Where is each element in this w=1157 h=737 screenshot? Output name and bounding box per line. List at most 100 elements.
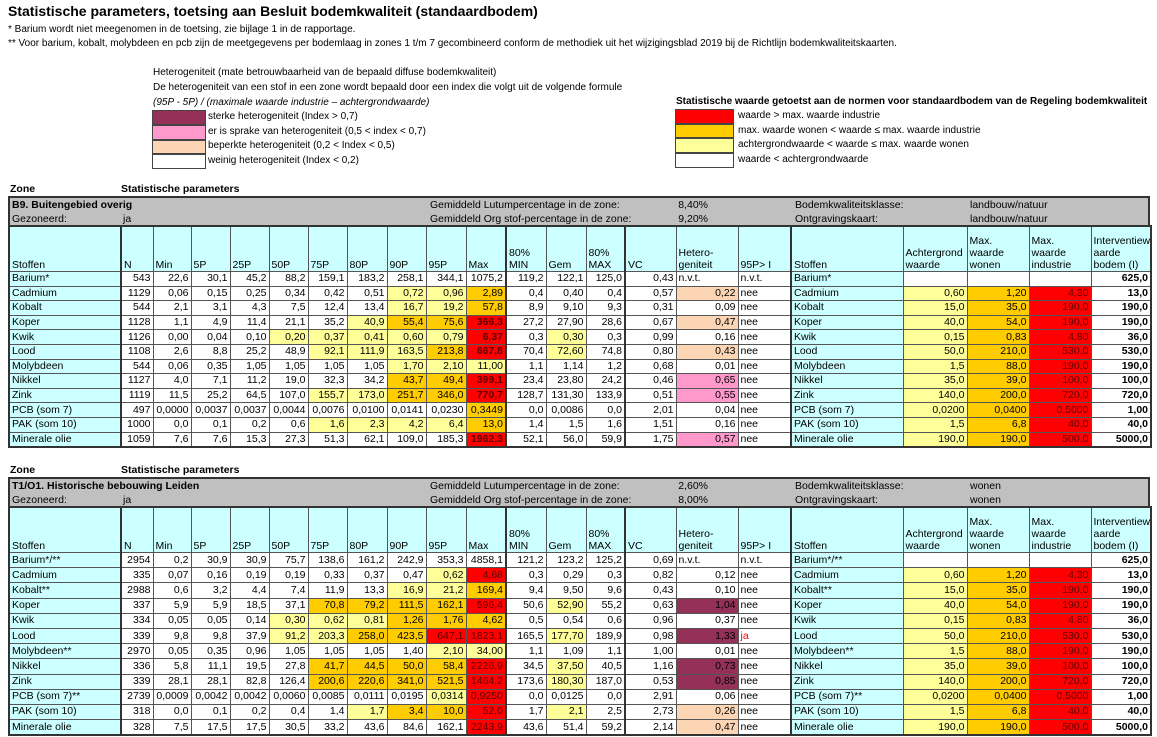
cell-80-max: 187,0 [585,673,626,690]
cell-gem: 1,5 [545,416,587,433]
cell-max-wonen: 88,0 [966,358,1030,375]
header-25p: 25P [229,506,270,553]
cell-heterogeniteit: 0,55 [675,387,739,404]
legend-label: max. waarde wonen < waarde ≤ max. waarde… [738,125,981,136]
cell-80-max: 0,3 [585,329,626,345]
cell-5p: 0,35 [190,643,231,660]
cell-min: 0,0000 [152,402,192,418]
footnote-combined: ** Voor barium, kobalt, molybdeen en pcb… [8,38,897,49]
cell-95p-gt-i: nee [737,387,792,404]
cell-75p: 51,3 [307,431,348,448]
cell-max-industrie: 190,0 [1028,300,1092,316]
cell-50p: 0,30 [268,612,309,629]
cell-stoffen: Barium*/** [8,551,122,569]
header-5p: 5P [190,506,231,553]
cell-max: 4,62 [465,612,507,629]
lutum-label: Gemiddeld Lutumpercentage in de zone: [430,480,620,492]
header-vc: VC [624,225,677,272]
cell-80p: 43,6 [346,719,388,736]
cell-90p: 111,5 [386,597,427,614]
cell-75p: 1,05 [307,358,348,375]
cell-max-industrie: 530,0 [1028,343,1092,360]
cell-max-wonen: 6,8 [966,703,1030,721]
cell-max-wonen: 88,0 [966,643,1030,660]
cell-95p: 10,0 [425,703,467,721]
cell-stoffen-norm: Lood [790,343,904,360]
cell-80-min: 1,1 [505,358,547,375]
cell-25p: 25,2 [229,343,270,360]
cell-max: 34,00 [465,643,507,660]
cell-stoffen: Koper [8,314,122,331]
cell-achtergrondwaarde: 140,0 [902,673,968,690]
cell-50p: 27,3 [268,431,309,448]
cell-interventiewaarde: 625,0 [1090,551,1152,569]
cell-max: 13,0 [465,416,507,433]
header-row: Stoffen N Min 5P 25P 50P 75P 80P 90P 95P Max 80% MI… [8,506,1152,553]
cell-90p: 0,72 [386,285,427,302]
cell-5p: 7,1 [190,373,231,389]
cell-interventiewaarde: 190,0 [1090,582,1152,599]
cell-80-max: 24,2 [585,373,626,389]
hetero-legend-description: De heterogeniteit van een stof in een zo… [153,82,623,93]
cell-stoffen: Zink [8,387,122,404]
cell-5p: 0,1 [190,416,231,433]
cell-stoffen: Cadmium [8,567,122,584]
table-row: Nikkel 336 5,8 11,1 19,5 27,8 41,7 44,5 50,0 58,4… [8,658,1152,675]
swatch-below [675,153,734,168]
cell-min: 11,5 [152,387,192,404]
cell-achtergrondwaarde: 0,0200 [902,402,968,418]
cell-heterogeniteit: 0,43 [675,343,739,360]
cell-achtergrondwaarde: 15,0 [902,582,968,599]
cell-n: 544 [120,358,154,375]
header-gem: Gem [545,225,587,272]
cell-achtergrondwaarde: 35,0 [902,373,968,389]
cell-max-industrie: 100,0 [1028,658,1092,675]
cell-vc: 0,63 [624,597,677,614]
cell-90p: 0,0195 [386,688,427,705]
table-row: Kobalt 544 2,1 3,1 4,3 7,5 12,4 13,4 16,7 19,2 57,… [8,300,1152,316]
cell-90p: 423,5 [386,627,427,645]
header-max: Max [465,506,507,553]
cell-interventiewaarde: 1,00 [1090,402,1152,418]
cell-50p: 75,7 [268,551,309,569]
header-50p: 50P [268,225,309,272]
cell-interventiewaarde: 13,0 [1090,285,1152,302]
table-row: Minerale olie 328 7,5 17,5 17,5 30,5 33,2 43,6 8… [8,719,1152,736]
cell-max: 0,3449 [465,402,507,418]
cell-95p: 0,0230 [425,402,467,418]
cell-5p: 0,1 [190,703,231,721]
cell-50p: 88,2 [268,271,309,287]
cell-max-industrie: 190,0 [1028,582,1092,599]
legend-label: beperkte heterogeniteit (0,2 < Index < 0… [208,140,395,151]
cell-95p: 162,1 [425,597,467,614]
cell-5p: 3,1 [190,300,231,316]
cell-stoffen: Lood [8,627,122,645]
lutum-value: 8,40% [678,199,708,211]
header-interventiewaarde: Interventiew aarde bodem (I) [1090,506,1152,553]
header-stoffen-norm: Stoffen [790,225,904,272]
legend-label: sterke heterogeniteit (Index > 0,7) [208,111,358,122]
cell-max-wonen: 54,0 [966,314,1030,331]
cell-n: 497 [120,402,154,418]
cell-heterogeniteit: 0,73 [675,658,739,675]
cell-5p: 8,8 [190,343,231,360]
cell-stoffen-norm: Koper [790,597,904,614]
cell-95p-gt-i: nee [737,612,792,629]
cell-95p-gt-i: ja [737,627,792,645]
cell-stoffen-norm: PCB (som 7) [790,402,904,418]
klasse-label: Bodemkwaliteitsklasse: [795,199,904,211]
cell-vc: 0,99 [624,329,677,345]
zone-label: Zone [10,464,36,476]
cell-stoffen-norm: Koper [790,314,904,331]
cell-95p: 0,79 [425,329,467,345]
cell-25p: 0,10 [229,329,270,345]
cell-gem: 51,4 [545,719,587,736]
cell-min: 5,8 [152,658,192,675]
cell-heterogeniteit: 0,47 [675,719,739,736]
cell-max-industrie: 190,0 [1028,643,1092,660]
cell-80p: 13,4 [346,300,388,316]
cell-25p: 4,3 [229,300,270,316]
header-stoffen: Stoffen [8,225,122,272]
cell-80-min: 9,4 [505,582,547,599]
cell-80-min: 23,4 [505,373,547,389]
